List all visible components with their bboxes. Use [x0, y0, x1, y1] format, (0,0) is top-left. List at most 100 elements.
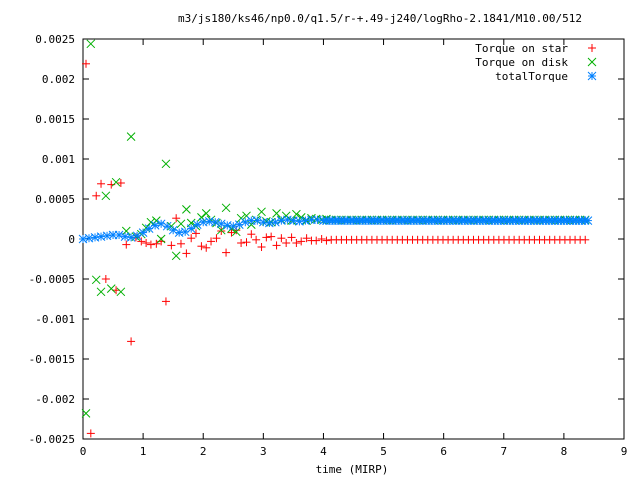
data-point [252, 216, 262, 225]
y-tick-label: -0.0025 [29, 433, 75, 446]
data-point [282, 239, 291, 247]
y-tick-label: -0.002 [35, 393, 75, 406]
data-point [96, 287, 106, 297]
data-point [81, 409, 91, 418]
data-point [121, 226, 131, 236]
series-totaltorque [78, 215, 593, 244]
data-point [207, 237, 216, 246]
x-tick-label: 8 [561, 445, 568, 458]
data-point [122, 240, 131, 249]
legend-marker [587, 71, 597, 81]
legend-marker [588, 44, 596, 52]
data-point [240, 217, 250, 227]
data-point [267, 232, 276, 241]
y-tick-label: 0.002 [42, 73, 75, 86]
series-torque-on-star [82, 59, 590, 438]
data-point [126, 233, 136, 242]
data-point [237, 239, 246, 247]
x-tick-label: 2 [200, 445, 207, 458]
data-point [182, 205, 191, 214]
data-point [292, 239, 301, 247]
axes [82, 38, 625, 440]
data-point [144, 224, 154, 233]
data-point [266, 217, 276, 227]
data-point [322, 236, 331, 245]
data-point [312, 236, 321, 245]
data-point [176, 219, 186, 229]
data-point [86, 39, 96, 49]
data-point [272, 209, 281, 218]
data-point [227, 228, 236, 237]
data-point [171, 251, 181, 261]
data-point [186, 224, 196, 233]
series-layer [78, 39, 593, 438]
data-point [176, 239, 185, 248]
x-tick-label: 5 [380, 445, 387, 458]
legend-label: Torque on star [475, 42, 568, 55]
y-tick-label: 0.0015 [35, 113, 75, 126]
data-point [146, 240, 155, 249]
data-point [192, 229, 201, 238]
data-point [150, 221, 160, 230]
data-point [277, 234, 286, 243]
data-point [262, 233, 271, 242]
data-point [116, 179, 125, 187]
data-point [152, 239, 161, 248]
data-point [212, 234, 221, 243]
data-point [252, 235, 261, 244]
data-point [106, 284, 116, 293]
data-point [222, 248, 231, 257]
data-point [216, 225, 226, 235]
data-point [146, 217, 156, 227]
y-tick-label: 0.0025 [35, 33, 75, 46]
data-point [114, 230, 124, 240]
data-point [271, 217, 280, 227]
data-point [126, 132, 136, 141]
legend-label: totalTorque [495, 70, 568, 83]
data-point [172, 214, 181, 223]
y-tick-label: 0.001 [42, 153, 75, 166]
data-point [228, 221, 238, 231]
data-point [138, 228, 148, 237]
x-tick-label: 4 [320, 445, 327, 458]
x-tick-label: 0 [80, 445, 87, 458]
data-point [101, 191, 111, 201]
data-point [101, 275, 110, 283]
data-point [156, 234, 166, 244]
data-point [581, 235, 590, 244]
x-tick-label: 9 [621, 445, 628, 458]
data-point [197, 242, 206, 251]
data-point [161, 297, 170, 306]
data-point [187, 234, 196, 243]
data-point [201, 209, 211, 218]
x-tick-label: 1 [140, 445, 147, 458]
data-point [182, 249, 191, 258]
data-point [161, 159, 171, 169]
data-point [272, 241, 281, 250]
data-point [216, 219, 226, 229]
data-point [142, 239, 151, 247]
data-point [202, 243, 211, 252]
data-point [111, 177, 121, 187]
data-point [313, 215, 322, 225]
data-point [297, 237, 306, 246]
data-point [583, 216, 593, 225]
data-point [97, 179, 106, 188]
data-point [197, 213, 206, 222]
data-point [264, 218, 274, 228]
y-axis: -0.0025 -0.002 -0.0015 -0.001 -0.0005 0 0.0005… [29, 33, 624, 446]
data-point [137, 237, 146, 246]
data-point [217, 227, 226, 235]
data-point [242, 238, 251, 247]
x-tick-label: 7 [500, 445, 507, 458]
data-point [167, 241, 176, 250]
data-point [192, 220, 202, 229]
data-point [86, 429, 95, 438]
data-point [210, 217, 220, 227]
data-point [317, 235, 326, 243]
y-tick-label: -0.001 [35, 313, 75, 326]
data-point [162, 221, 172, 231]
y-tick-label: -0.0005 [29, 273, 75, 286]
